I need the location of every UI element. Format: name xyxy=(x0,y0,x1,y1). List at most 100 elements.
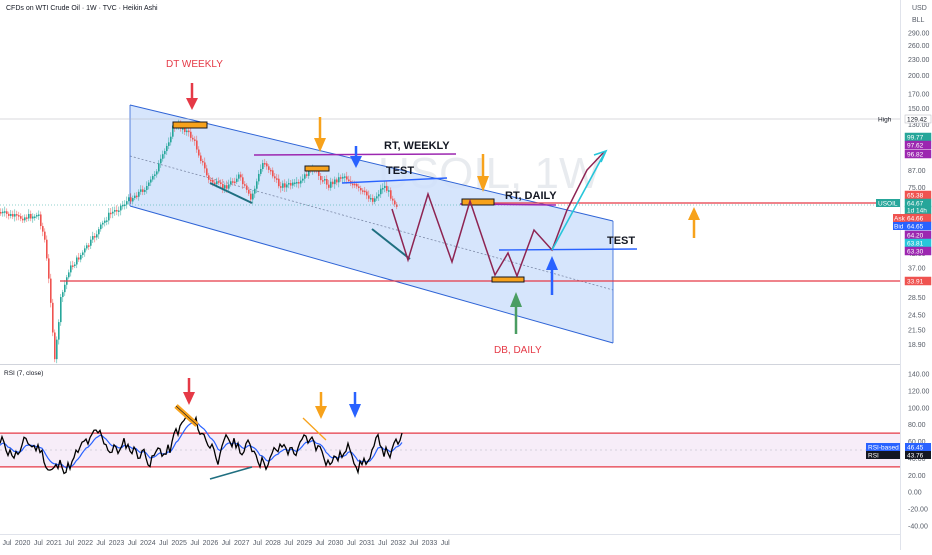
trend-segment-1[interactable] xyxy=(209,182,253,204)
candle xyxy=(212,179,214,183)
candle xyxy=(156,171,158,175)
rsi-legend-bg-1 xyxy=(866,451,900,459)
trend-segment-2[interactable] xyxy=(371,228,411,260)
candle xyxy=(332,181,334,185)
price-tick-1: 260.00 xyxy=(908,43,930,50)
projection-path[interactable] xyxy=(391,151,605,279)
rsi-tick-8: -20.00 xyxy=(908,506,928,513)
candle xyxy=(116,209,118,212)
candle xyxy=(100,224,102,230)
candle xyxy=(256,181,258,189)
candle xyxy=(348,179,350,182)
annotation-db-daily: DB, DAILY xyxy=(494,345,542,356)
candle xyxy=(144,189,146,192)
candle xyxy=(134,195,136,199)
top-box-1[interactable] xyxy=(172,121,208,129)
candle xyxy=(272,170,274,177)
rsi-arrow-down-blue-icon[interactable] xyxy=(349,392,361,418)
candle xyxy=(262,163,264,169)
projection-target-line[interactable] xyxy=(551,153,605,251)
candle xyxy=(232,181,234,183)
time-tick-7: 2023 xyxy=(109,540,125,547)
candle xyxy=(222,183,224,189)
price-tag-value-2: 97.62 xyxy=(907,143,924,150)
time-tick-5: 2022 xyxy=(77,540,93,547)
candle xyxy=(388,190,390,192)
candle xyxy=(336,179,338,183)
time-tick-22: Jul xyxy=(347,540,356,547)
candle xyxy=(322,180,324,182)
price-tick-9: 87.00 xyxy=(908,168,926,175)
candle xyxy=(48,258,50,279)
regression-channel-fill[interactable] xyxy=(130,105,613,343)
candle xyxy=(210,179,212,182)
candle xyxy=(84,248,86,253)
db-daily-box[interactable] xyxy=(491,276,525,283)
candle xyxy=(280,186,282,188)
price-tag-prefix-bg-7 xyxy=(893,214,905,222)
rsi-trend-orange[interactable] xyxy=(302,417,327,441)
candle xyxy=(190,131,192,138)
candle xyxy=(296,182,298,184)
candle xyxy=(2,211,4,214)
candle xyxy=(20,216,22,219)
test-upper-line[interactable] xyxy=(341,177,448,184)
rsi-line[interactable] xyxy=(0,415,403,475)
candle xyxy=(56,339,58,360)
candle xyxy=(374,198,376,202)
price-axis[interactable]: 290.00 260.00 230.00 200.00 170.00 150.00 130.… xyxy=(908,31,930,349)
arrow-up-blue-icon[interactable] xyxy=(546,256,558,295)
channel-mid-line[interactable] xyxy=(129,155,614,291)
rsi-legend-value-0: 46.45 xyxy=(907,445,924,452)
candle xyxy=(166,145,168,152)
candle xyxy=(182,128,184,130)
candle xyxy=(18,215,20,217)
arrow-down-blue-icon[interactable] xyxy=(350,146,362,168)
rsi-legend-value-bg-0 xyxy=(905,443,931,451)
arrow-down-red-icon[interactable] xyxy=(186,83,198,110)
candle xyxy=(202,160,204,163)
channel-lower-line[interactable] xyxy=(129,205,614,344)
test-lower-line[interactable] xyxy=(498,248,638,251)
candle xyxy=(40,214,42,227)
rsi-arrow-down-orange-icon[interactable] xyxy=(315,392,327,419)
candle xyxy=(62,292,64,298)
candle xyxy=(268,166,270,170)
unit-label: BLL xyxy=(912,17,925,24)
rsi-arrow-down-red-icon[interactable] xyxy=(183,378,195,405)
arrow-up-green-icon[interactable] xyxy=(510,292,522,334)
candle xyxy=(16,214,18,216)
time-tick-21: 2030 xyxy=(328,540,344,547)
candle xyxy=(162,154,164,159)
candle xyxy=(386,185,388,191)
price-tag-value-7: 64.66 xyxy=(907,216,924,223)
candle xyxy=(46,239,48,259)
time-tick-3: 2021 xyxy=(46,540,62,547)
rsi-axis[interactable]: 140.00 120.00 100.00 80.00 60.00 40.00 20.00 0.… xyxy=(908,372,930,531)
candle xyxy=(96,234,98,238)
candle xyxy=(28,213,30,219)
time-tick-6: Jul xyxy=(96,540,105,547)
time-axis[interactable]: Jul 2020 Jul 2021 Jul 2022 Jul 2023 Jul 2024 Jul 20… xyxy=(3,540,451,547)
top-box-2[interactable] xyxy=(304,165,330,172)
candle xyxy=(328,184,330,188)
arrow-down-orange-2-icon[interactable] xyxy=(477,154,489,192)
candle xyxy=(294,182,296,185)
time-tick-28: Jul xyxy=(441,540,450,547)
candle xyxy=(58,322,60,340)
candle xyxy=(380,188,382,195)
time-tick-25: 2032 xyxy=(390,540,406,547)
candle xyxy=(196,140,198,150)
arrow-down-orange-icon[interactable] xyxy=(314,117,326,152)
rt-daily-box[interactable] xyxy=(461,198,495,206)
arrow-up-orange-icon[interactable] xyxy=(688,207,700,238)
rsi-trend-teal[interactable] xyxy=(209,466,253,480)
channel-upper-line[interactable] xyxy=(129,104,614,222)
candle xyxy=(8,213,10,216)
time-tick-17: 2028 xyxy=(265,540,281,547)
candle xyxy=(136,195,138,198)
candle xyxy=(342,176,344,179)
candle xyxy=(246,185,248,190)
time-tick-8: Jul xyxy=(128,540,137,547)
